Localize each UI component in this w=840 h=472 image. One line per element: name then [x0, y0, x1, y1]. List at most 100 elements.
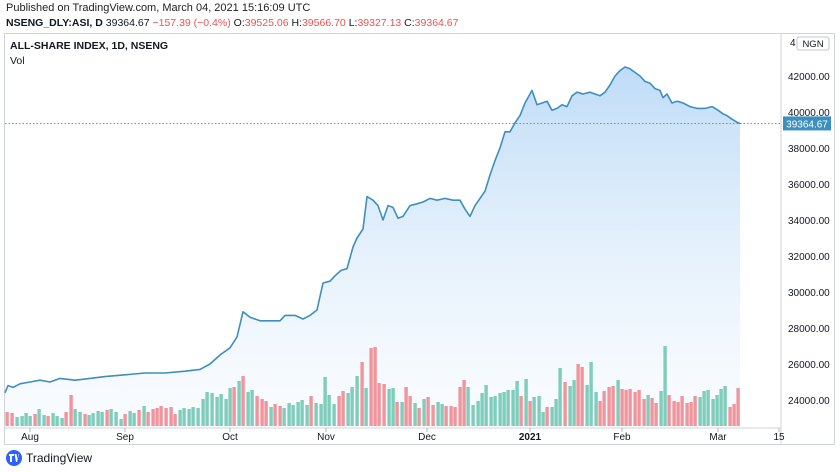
- volume-bar: [680, 396, 684, 426]
- y-tick-label: 38000.00: [788, 144, 830, 155]
- volume-bar: [355, 376, 359, 426]
- volume-bar: [241, 376, 245, 426]
- close-label: C:: [404, 17, 415, 29]
- chart-frame[interactable]: [4, 33, 835, 445]
- volume-bar: [563, 382, 567, 426]
- volume-bar: [178, 410, 182, 426]
- volume-bar: [60, 418, 64, 426]
- ticker-line: NSENG_DLY:ASI, D 39364.67 −157.39 (−0.4%…: [6, 17, 458, 29]
- volume-bar: [607, 387, 611, 426]
- volume-bar: [309, 396, 313, 426]
- y-tick-label: 32000.00: [788, 252, 830, 263]
- volume-bar: [191, 407, 195, 426]
- footer-brand[interactable]: TradingView: [6, 450, 92, 466]
- volume-bar: [46, 416, 50, 426]
- low-value: 39327.13: [357, 17, 402, 29]
- volume-bar: [182, 408, 186, 426]
- volume-bar: [228, 388, 232, 426]
- volume-bar: [502, 392, 506, 426]
- volume-bar: [260, 399, 264, 426]
- volume-bar: [650, 398, 654, 426]
- volume-bar: [201, 399, 205, 426]
- volume-bar: [484, 385, 488, 426]
- volume-bar: [537, 396, 541, 426]
- published-notice: Published on TradingView.com, March 04, …: [6, 2, 311, 14]
- symbol-label: NSENG_DLY:ASI, D: [6, 17, 103, 29]
- volume-bar: [404, 387, 408, 426]
- volume-bar: [196, 408, 200, 426]
- volume-bar: [663, 346, 667, 426]
- x-tick-label: 2021: [519, 432, 542, 443]
- volume-bar: [616, 380, 620, 426]
- volume-bar: [96, 411, 100, 426]
- volume-bar: [545, 407, 549, 426]
- volume-bar: [291, 405, 295, 426]
- volume-bar: [672, 401, 676, 426]
- volume-bar: [232, 387, 236, 426]
- volume-bar: [524, 379, 528, 426]
- volume-bar: [471, 405, 475, 426]
- volume-bar: [287, 403, 291, 426]
- volume-bar: [319, 404, 323, 426]
- volume-bar: [408, 396, 412, 426]
- volume-bar: [532, 397, 536, 426]
- volume-bar: [449, 406, 453, 426]
- volume-bar: [480, 393, 484, 426]
- y-tick-label: 34000.00: [788, 216, 830, 227]
- volume-bar: [264, 401, 268, 426]
- last-price-label: 39364.67: [786, 119, 828, 130]
- volume-bar: [723, 386, 727, 426]
- volume-bar: [87, 415, 91, 426]
- volume-bar: [598, 401, 602, 426]
- volume-bar: [637, 390, 641, 426]
- volume-bar: [417, 408, 421, 426]
- volume-bar: [132, 413, 136, 426]
- price-change: −157.39 (−0.4%): [152, 17, 231, 29]
- volume-bar: [602, 391, 606, 426]
- volume-bar: [377, 383, 381, 426]
- volume-bar: [327, 395, 331, 426]
- volume-bar: [37, 409, 41, 426]
- volume-bar: [702, 391, 706, 426]
- volume-bar: [128, 411, 132, 426]
- volume-bar: [28, 416, 32, 426]
- volume-bar: [667, 395, 671, 426]
- x-tick-label: Feb: [613, 432, 631, 443]
- volume-bar: [395, 402, 399, 426]
- x-tick-label: Oct: [222, 432, 238, 443]
- volume-bar: [594, 392, 598, 426]
- volume-bar: [633, 392, 637, 426]
- x-tick-label: Nov: [317, 432, 335, 443]
- open-value: 39525.06: [244, 17, 289, 29]
- volume-bar: [476, 401, 480, 426]
- volume-bar: [498, 393, 502, 426]
- volume-bar: [137, 410, 141, 426]
- x-tick-label: Mar: [709, 432, 727, 443]
- volume-bar: [255, 396, 259, 426]
- volume-bar: [728, 407, 732, 426]
- chart-title: ALL-SHARE INDEX, 1D, NSENG: [10, 40, 169, 52]
- high-label: H:: [291, 17, 302, 29]
- volume-bar: [237, 381, 241, 426]
- volume-legend-label: Vol: [10, 55, 25, 67]
- volume-bar: [642, 399, 646, 426]
- volume-bar: [350, 387, 354, 426]
- volume-bar: [360, 362, 364, 426]
- volume-bar: [511, 390, 515, 426]
- volume-bar: [654, 403, 658, 426]
- volume-bar: [715, 395, 719, 426]
- y-tick-label: 26000.00: [788, 360, 830, 371]
- volume-bar: [659, 391, 663, 426]
- volume-bar: [296, 402, 300, 426]
- volume-bar: [685, 403, 689, 426]
- volume-bar: [83, 414, 87, 426]
- volume-bar: [5, 412, 9, 426]
- volume-bar: [155, 408, 159, 426]
- volume-bar: [114, 412, 118, 426]
- volume-bar: [466, 387, 470, 426]
- volume-bar: [219, 394, 223, 426]
- volume-bar: [736, 388, 740, 426]
- volume-bar: [528, 401, 532, 426]
- open-label: O:: [233, 17, 245, 29]
